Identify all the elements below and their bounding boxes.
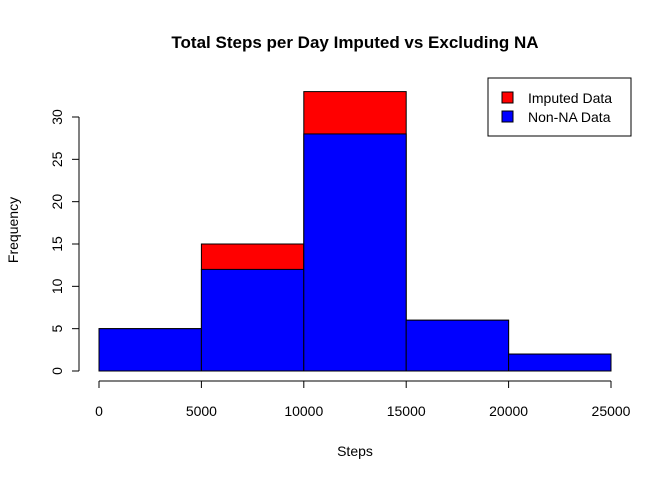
bars-group [98,91,612,372]
non-na-bar-1 [200,268,305,372]
x-tick-label-1: 5000 [186,403,217,419]
chart-title: Total Steps per Day Imputed vs Excluding… [171,33,538,52]
legend: Imputed Data Non-NA Data [487,77,632,137]
non-na-bar-0 [98,328,202,372]
x-tick-label-0: 0 [95,403,103,419]
non-na-bar-4 [508,353,612,372]
y-tick-label-4: 20 [49,194,65,210]
y-tick-label-6: 30 [49,109,65,125]
legend-box [487,77,632,137]
y-tick-label-5: 25 [49,151,65,167]
legend-swatch-0 [501,91,514,104]
non-na-bar-3 [405,319,510,372]
non-na-bar-2 [303,133,407,372]
y-tick-label-3: 15 [49,236,65,252]
y-tick-label-2: 10 [49,278,65,294]
y-axis-label: Frequency [5,197,21,263]
legend-swatch-1 [501,110,514,123]
y-axis: 0 5 10 15 20 25 30 [49,109,80,375]
x-tick-label-3: 15000 [387,403,426,419]
y-tick-label-1: 5 [49,325,65,333]
x-tick-label-2: 10000 [284,403,323,419]
x-axis: 0 5000 10000 15000 20000 25000 [95,380,631,419]
x-axis-label: Steps [337,443,373,459]
x-tick-label-5: 25000 [592,403,631,419]
y-tick-label-0: 0 [49,367,65,375]
legend-label-1: Non-NA Data [528,109,611,125]
x-tick-label-4: 20000 [489,403,528,419]
legend-label-0: Imputed Data [528,90,612,106]
